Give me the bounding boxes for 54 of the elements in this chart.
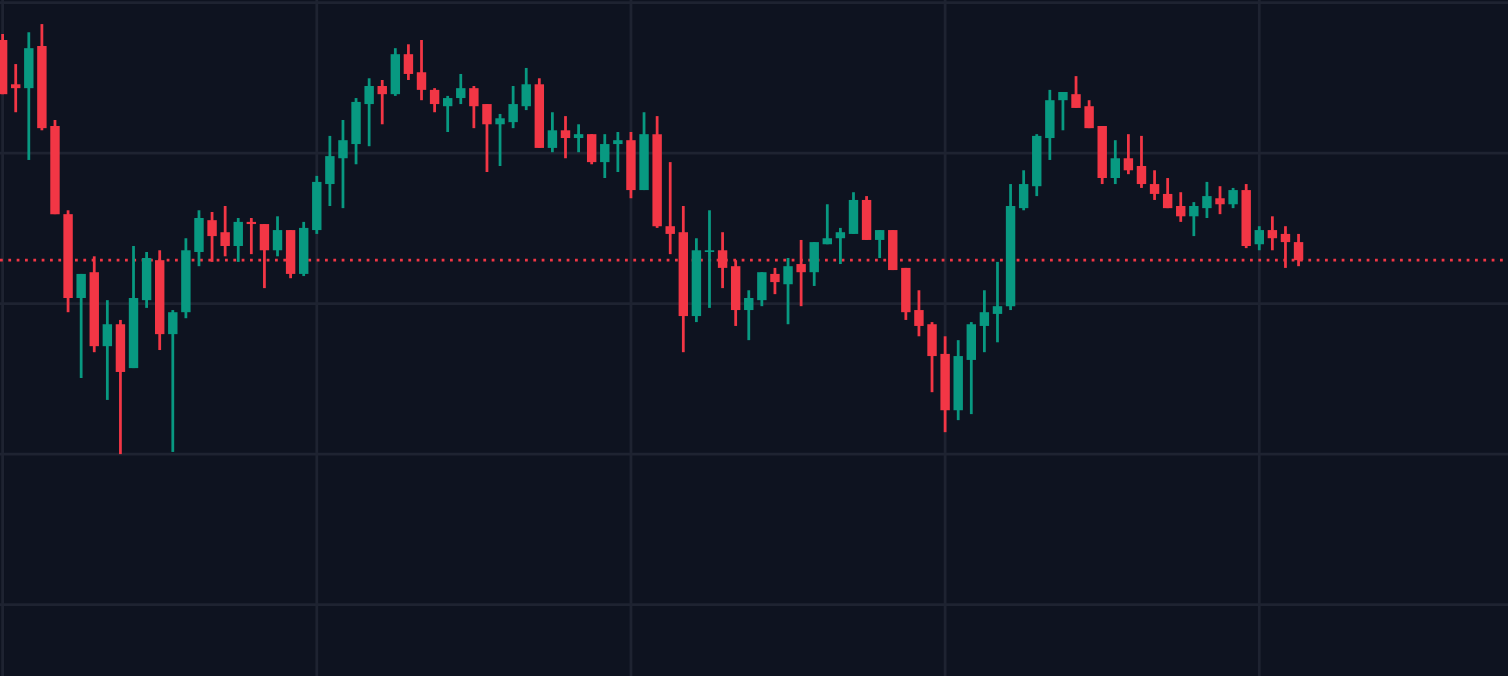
candlestick xyxy=(1215,184,1225,216)
candlestick xyxy=(757,270,767,308)
candlestick xyxy=(456,72,466,106)
candlestick xyxy=(521,66,531,112)
candlestick xyxy=(586,132,597,166)
candlestick xyxy=(796,238,806,308)
candlestick xyxy=(547,110,558,154)
candlestick xyxy=(1267,214,1278,252)
candlestick xyxy=(665,160,675,256)
candlestick xyxy=(874,228,885,260)
candlestick xyxy=(992,260,1003,344)
candlestick xyxy=(115,318,126,456)
candlestick xyxy=(848,190,859,236)
candlestick xyxy=(573,122,584,154)
candlestick xyxy=(390,46,401,98)
candlestick xyxy=(809,240,819,288)
candlestick xyxy=(1123,132,1134,176)
candlestick xyxy=(403,42,414,82)
candlestick xyxy=(861,194,872,242)
candlestick xyxy=(1110,138,1120,186)
candlestick xyxy=(76,272,86,380)
candlestick xyxy=(783,256,793,326)
candlestick xyxy=(966,320,977,416)
candlestick xyxy=(1058,90,1068,132)
candlestick xyxy=(168,308,178,454)
candlestick xyxy=(272,214,283,258)
candlestick xyxy=(744,288,754,342)
candlestick xyxy=(704,208,715,310)
candlestick xyxy=(442,94,453,134)
candlestick xyxy=(770,266,780,296)
candlestick xyxy=(141,250,152,310)
candlestick xyxy=(11,62,21,114)
candlestick xyxy=(298,220,309,278)
candlestick xyxy=(1018,168,1029,212)
candlestick xyxy=(233,216,243,264)
candlestick xyxy=(429,86,440,114)
candlestick xyxy=(1228,186,1238,210)
candlestick xyxy=(377,78,387,126)
candlestick xyxy=(1176,190,1186,224)
candlestick xyxy=(835,226,846,266)
candlestick xyxy=(1136,134,1147,190)
candlestick xyxy=(24,30,34,162)
candlestick xyxy=(416,38,427,102)
candlestick xyxy=(102,298,113,402)
candlestick xyxy=(560,114,571,160)
candlestick xyxy=(1162,176,1173,210)
candlestick xyxy=(1045,88,1055,162)
candlestick xyxy=(1254,224,1264,252)
candlestick xyxy=(613,130,623,174)
candlestick xyxy=(822,202,833,246)
candlestick xyxy=(246,216,257,256)
candlestick xyxy=(979,288,990,354)
candlestick xyxy=(1149,168,1160,202)
candlestick xyxy=(600,132,610,180)
